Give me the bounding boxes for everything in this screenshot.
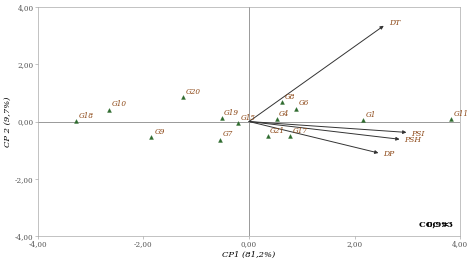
X-axis label: CP1 (81,2%): CP1 (81,2%)	[222, 251, 276, 259]
Text: G17: G17	[293, 127, 308, 135]
Text: CCC =: CCC =	[419, 221, 452, 229]
Text: G20: G20	[186, 88, 201, 96]
Text: DP: DP	[383, 150, 394, 158]
Text: G7: G7	[223, 130, 233, 138]
Text: G9: G9	[155, 128, 165, 136]
Text: G15: G15	[241, 114, 256, 122]
Text: G11: G11	[454, 110, 469, 118]
Text: PSI: PSI	[410, 130, 424, 138]
Text: G8: G8	[285, 93, 295, 101]
Text: 0,993: 0,993	[398, 221, 452, 229]
Text: G1: G1	[366, 111, 376, 119]
Text: PSH: PSH	[404, 136, 421, 144]
Text: G19: G19	[224, 109, 239, 117]
Y-axis label: CP 2 (9,7%): CP 2 (9,7%)	[4, 96, 12, 147]
Text: G4: G4	[279, 109, 290, 118]
Text: G10: G10	[112, 100, 127, 108]
Text: G21: G21	[270, 127, 285, 135]
Text: G18: G18	[79, 112, 94, 119]
Text: DT: DT	[389, 19, 400, 27]
Text: G6: G6	[299, 99, 309, 107]
